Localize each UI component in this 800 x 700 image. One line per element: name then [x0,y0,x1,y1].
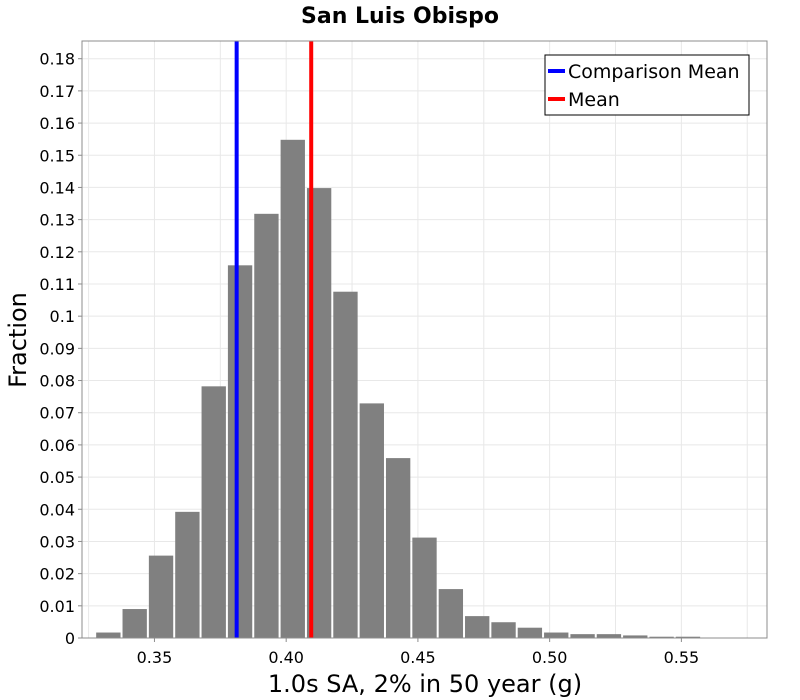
x-tick-label: 0.40 [268,648,304,667]
y-tick-label: 0.09 [39,339,75,358]
histogram-bar [517,627,543,638]
x-axis-label: 1.0s SA, 2% in 50 year (g) [268,670,582,698]
histogram-bar [280,139,305,639]
y-tick-label: 0.15 [39,146,75,165]
y-tick-label: 0.04 [39,500,75,519]
histogram-bar [491,622,516,638]
y-tick-label: 0.08 [39,372,75,391]
histogram-bar [412,537,437,638]
histogram-bar [623,635,648,638]
histogram-bar [148,555,174,638]
x-tick-label: 0.55 [664,648,700,667]
histogram-bar [438,589,464,638]
histogram-bar [359,403,384,638]
plot-area-frame [81,40,768,639]
histogram-bar [333,291,358,638]
y-tick-label: 0.02 [39,565,75,584]
y-tick-label: 0.13 [39,211,75,230]
histogram-bar [385,458,411,638]
histogram-bar [570,634,595,638]
y-tick-label: 0.01 [39,597,75,616]
histogram-bar [675,636,701,638]
chart-title: San Luis Obispo [301,4,499,29]
y-tick-label: 0.16 [39,114,75,133]
histogram-bar [649,636,674,638]
histogram-bar [175,511,200,638]
legend-label-mean: Mean [568,89,620,111]
y-axis-label: Fraction [4,292,32,388]
y-tick-label: 0 [65,629,75,648]
y-tick-label: 0.07 [39,404,75,423]
y-tick-label: 0.17 [39,82,75,101]
legend-box [544,54,750,116]
y-tick-label: 0.06 [39,436,75,455]
mean-lines [234,41,314,638]
y-axis-ticks: 0 0.01 0.02 0.03 0.04 0.05 0.06 0.07 0.08 0.09 0.1… [39,50,82,648]
histogram-bar [122,609,147,638]
histogram-bar [96,632,121,638]
histogram-bar [254,213,279,638]
y-tick-label: 0.12 [39,243,75,262]
y-tick-label: 0.05 [39,468,75,487]
bars [96,139,701,639]
y-tick-label: 0.1 [50,307,75,326]
histogram-bar [596,634,622,638]
x-tick-label: 0.35 [137,648,173,667]
legend-label-comparison-mean: Comparison Mean [568,61,740,83]
y-tick-label: 0.18 [39,50,75,69]
x-tick-label: 0.45 [400,648,436,667]
histogram-bar [201,386,226,638]
y-tick-label: 0.11 [39,275,75,294]
histogram-bar [544,632,569,638]
x-tick-label: 0.50 [532,648,568,667]
y-tick-label: 0.14 [39,178,75,197]
x-axis-ticks: 0.35 0.40 0.45 0.50 0.55 [137,638,700,667]
histogram-bar [227,265,253,638]
histogram-bar [465,616,490,638]
legend: Comparison Mean Mean [544,54,750,116]
y-tick-label: 0.03 [39,532,75,551]
